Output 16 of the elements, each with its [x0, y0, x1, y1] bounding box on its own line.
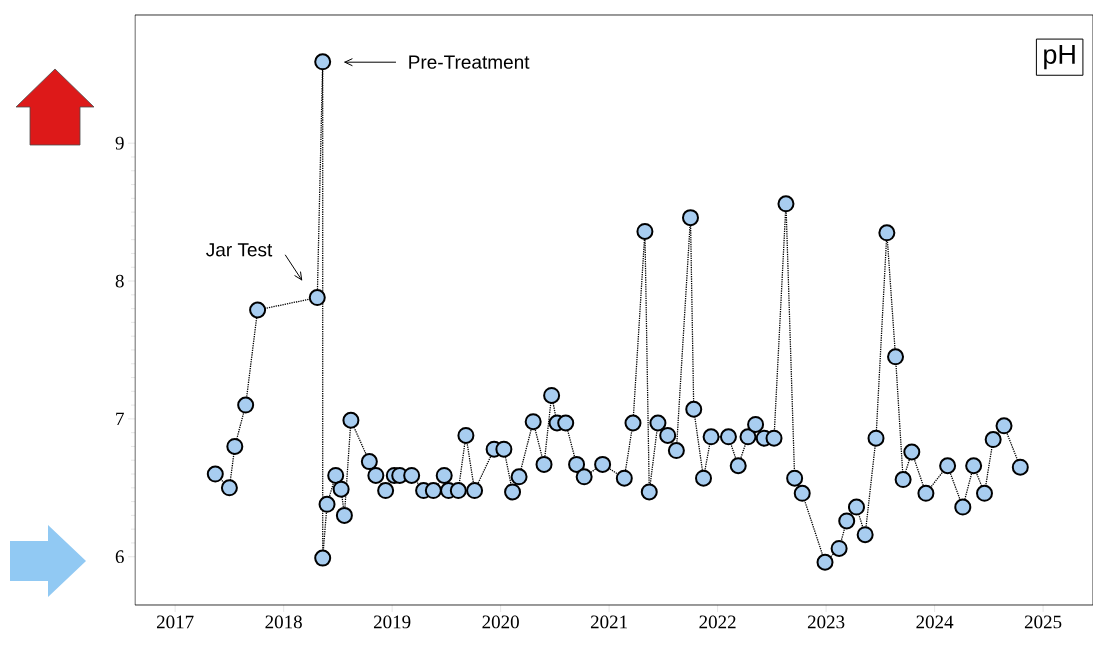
x-tick-label: 2024	[916, 615, 954, 629]
y-tick-label: 6	[115, 550, 124, 564]
x-tick-label: 2017	[156, 615, 194, 629]
y-tick-label: 9	[115, 136, 124, 150]
x-tick-label: 2021	[590, 615, 627, 629]
x-tick-label: 2025	[1024, 615, 1062, 629]
x-tick-label: 2023	[807, 615, 845, 629]
x-tick-label: 2019	[373, 615, 411, 629]
text: pH	[1044, 45, 1075, 70]
y-tick-label: 7	[116, 412, 124, 426]
annotation: Jar Test	[206, 243, 273, 257]
x-tick-label: 2022	[699, 615, 736, 629]
x-tick-label: 2020	[482, 615, 519, 629]
annotation: Pre-Treatment	[409, 55, 530, 69]
y-tick-label: 8	[115, 274, 124, 288]
x-tick-label: 2018	[265, 615, 302, 629]
